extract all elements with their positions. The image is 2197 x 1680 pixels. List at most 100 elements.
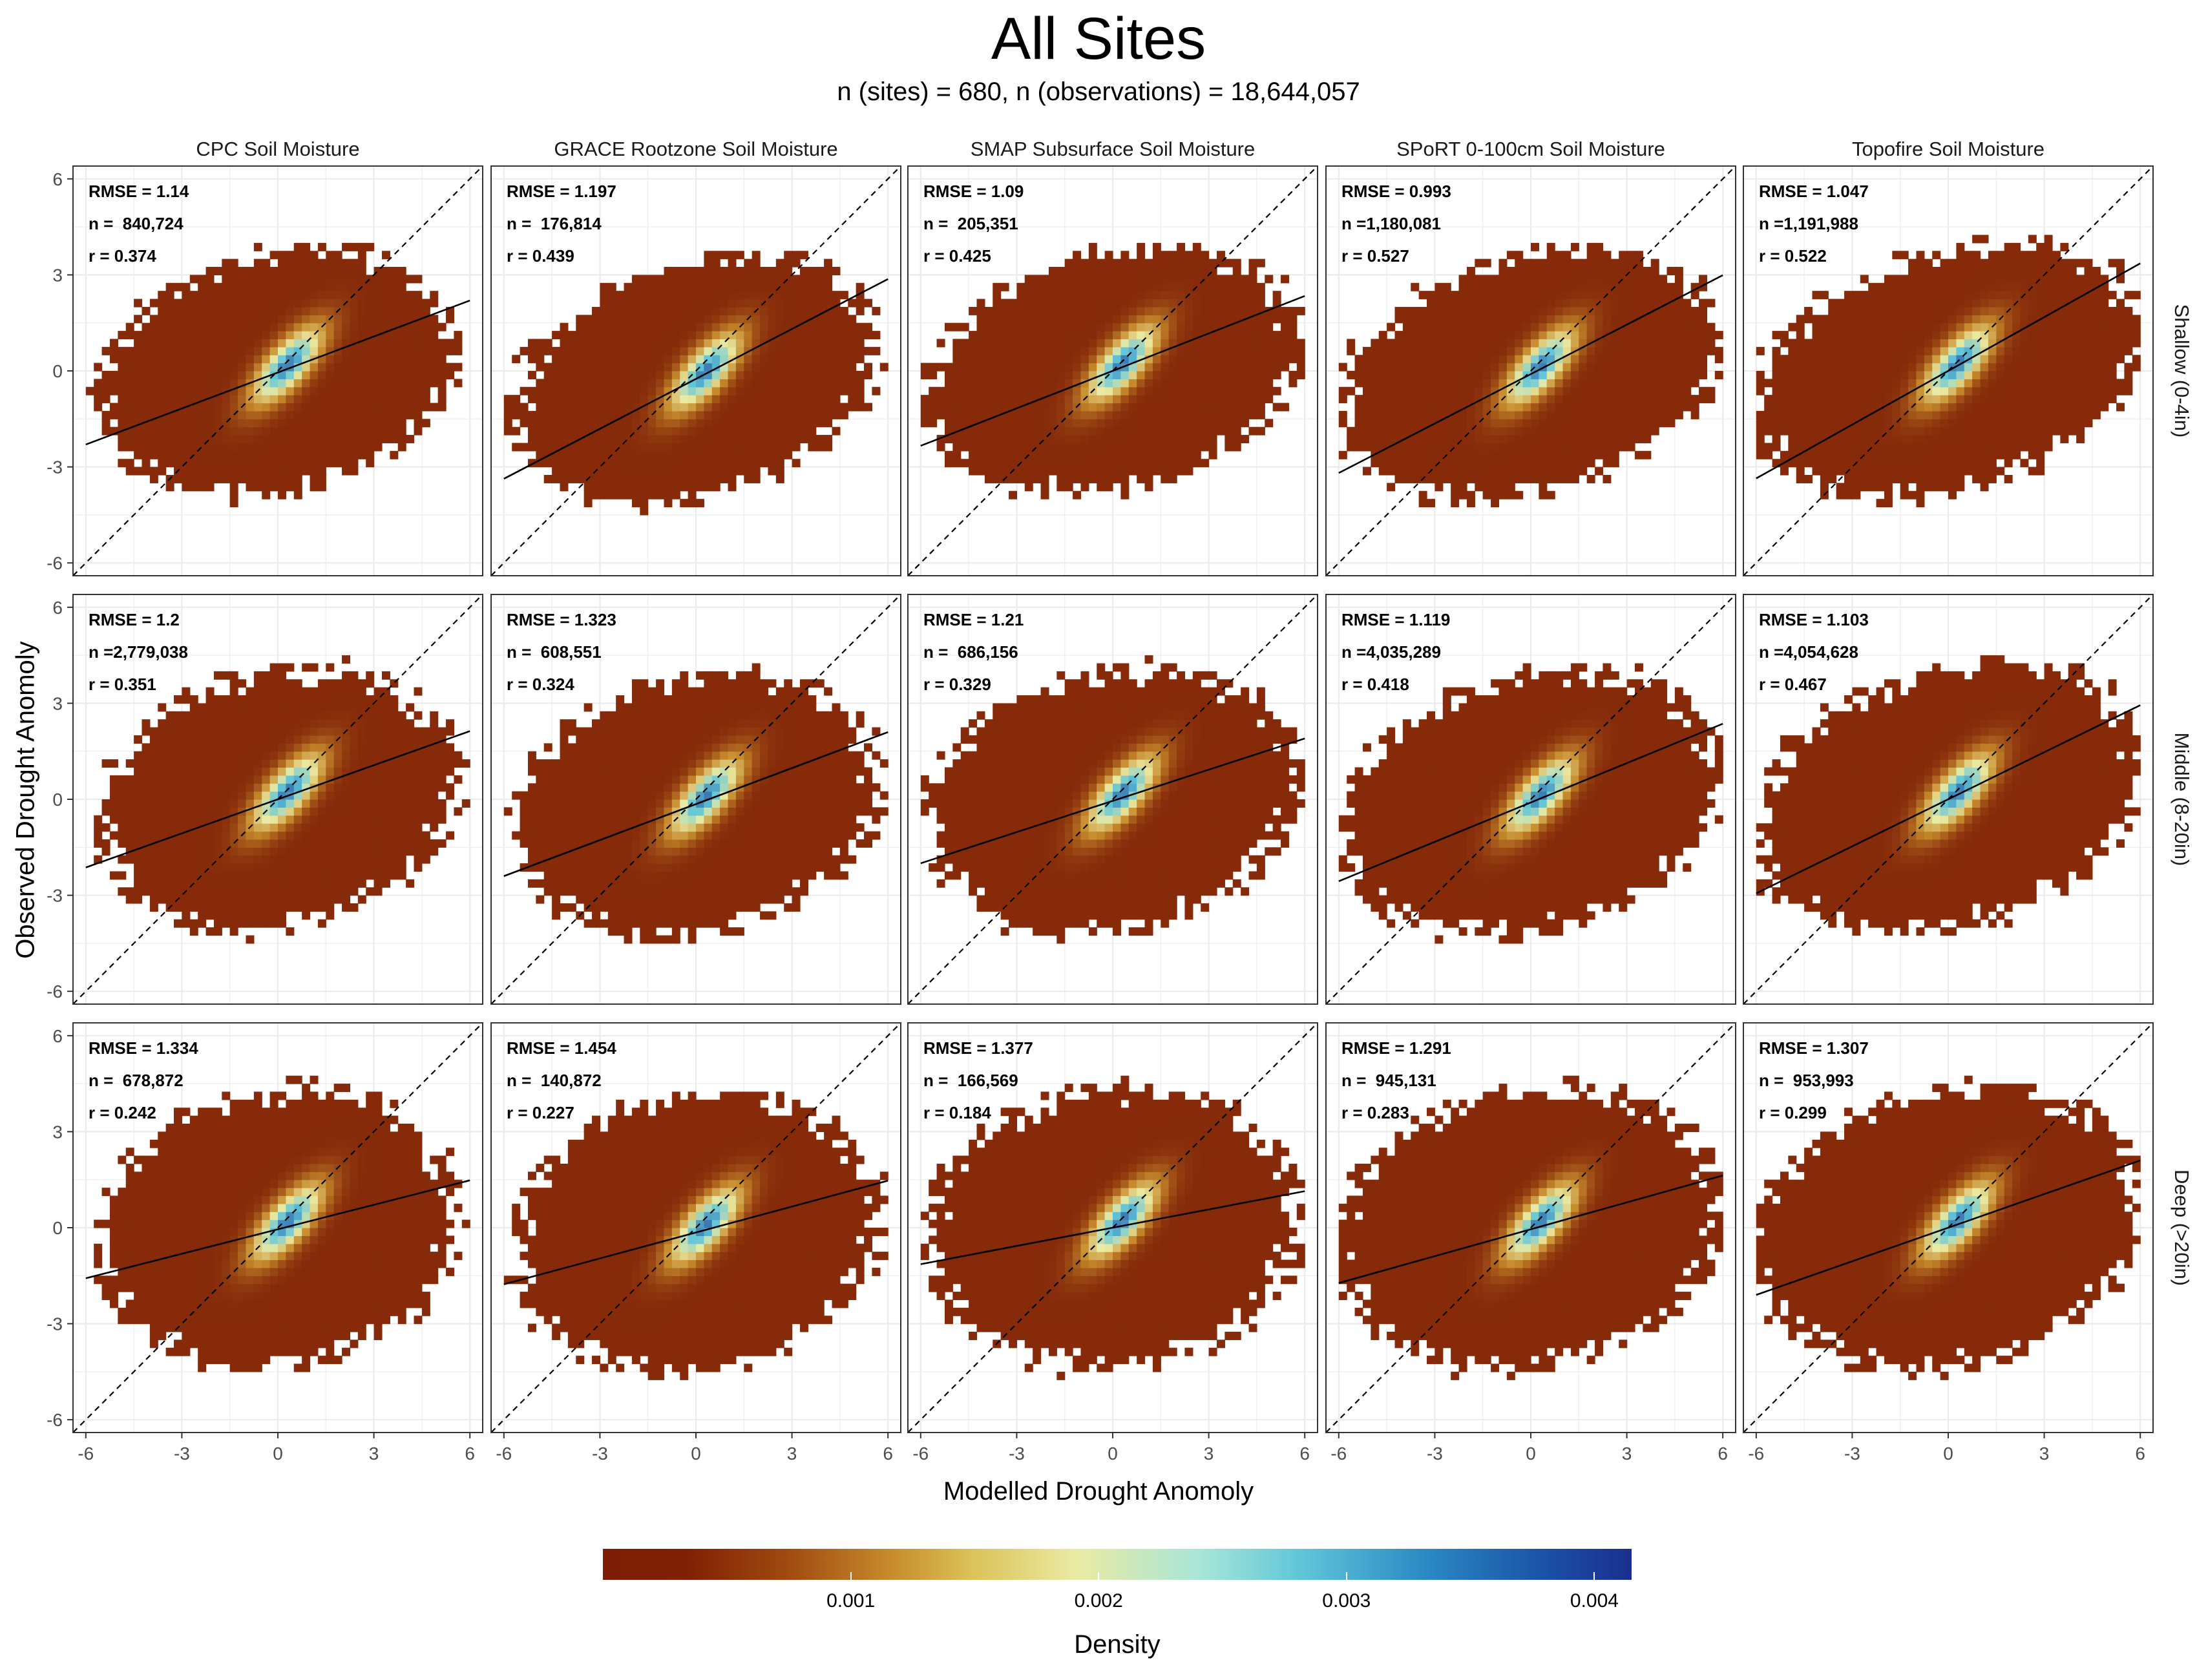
- density-cell: [808, 435, 817, 444]
- density-cell: [317, 346, 326, 355]
- density-cell: [592, 306, 601, 315]
- density-cell: [1232, 275, 1241, 284]
- density-cell: [728, 275, 737, 284]
- density-cell: [1120, 419, 1130, 428]
- density-cell: [696, 443, 704, 452]
- density-cell: [1033, 371, 1042, 379]
- density-cell: [1378, 362, 1387, 372]
- density-cell: [1016, 467, 1025, 476]
- density-cell: [775, 267, 784, 276]
- density-cell: [1128, 403, 1137, 412]
- density-cell: [1506, 291, 1515, 300]
- density-cell: [631, 467, 640, 476]
- density-cell: [1634, 371, 1643, 379]
- density-cell: [711, 331, 720, 340]
- density-cell: [792, 435, 801, 444]
- density-cell: [969, 450, 978, 459]
- density-cell: [246, 291, 255, 300]
- density-cell: [664, 474, 673, 483]
- density-cell: [165, 395, 174, 404]
- density-cell: [1595, 443, 1604, 452]
- density-cell: [366, 419, 375, 428]
- density-cell: [1152, 306, 1161, 315]
- density-cell: [631, 291, 640, 300]
- density-cell: [1208, 315, 1217, 324]
- density-cell: [1674, 331, 1683, 340]
- density-cell: [1674, 362, 1683, 372]
- density-cell: [543, 419, 552, 428]
- density-cell: [1296, 355, 1305, 364]
- density-cell: [984, 474, 993, 483]
- density-cell: [592, 490, 601, 499]
- density-cell: [1088, 419, 1097, 428]
- density-cell: [1506, 315, 1515, 324]
- density-cell: [414, 419, 423, 428]
- density-cell: [1650, 346, 1659, 355]
- density-cell: [1699, 355, 1708, 364]
- density-cell: [1168, 410, 1177, 419]
- density-cell: [1024, 386, 1033, 395]
- density-cell: [437, 379, 447, 388]
- density-cell: [1064, 403, 1073, 412]
- density-cell: [421, 395, 430, 404]
- density-cell: [664, 299, 673, 308]
- density-cell: [775, 419, 784, 428]
- density-cell: [189, 435, 198, 444]
- density-cell: [1354, 371, 1363, 379]
- density-cell: [1820, 474, 1829, 483]
- density-cell: [142, 443, 151, 452]
- density-cell: [1442, 395, 1451, 404]
- density-cell: [1088, 322, 1097, 331]
- density-cell: [286, 450, 295, 459]
- density-cell: [1844, 386, 1853, 395]
- density-cell: [1924, 410, 1933, 419]
- density-cell: [1515, 355, 1524, 364]
- density-cell: [704, 322, 713, 331]
- density-cell: [1579, 362, 1588, 372]
- density-cell: [1932, 459, 1941, 468]
- density-cell: [1836, 490, 1845, 499]
- density-cell: [1892, 275, 1901, 284]
- density-cell: [1177, 251, 1186, 260]
- density-cell: [310, 267, 319, 276]
- density-cell: [640, 410, 649, 419]
- density-cell: [1836, 306, 1845, 315]
- density-cell: [1371, 443, 1380, 452]
- panel-border: [1325, 165, 1736, 576]
- density-cell: [1354, 435, 1363, 444]
- density-cell: [1208, 395, 1217, 404]
- density-cell: [560, 339, 569, 348]
- density-cell: [792, 443, 801, 452]
- density-cell: [1281, 346, 1290, 355]
- density-cell: [704, 362, 713, 372]
- density-cell: [286, 426, 295, 436]
- density-cell: [1009, 346, 1018, 355]
- density-cell: [1860, 435, 1869, 444]
- density-cell: [253, 267, 262, 276]
- density-cell: [1900, 459, 1909, 468]
- density-cell: [342, 267, 351, 276]
- density-cell: [1024, 474, 1033, 483]
- density-cell: [624, 403, 633, 412]
- density-cell: [576, 426, 585, 436]
- density-cell: [1707, 395, 1716, 404]
- density-cell: [1418, 395, 1427, 404]
- density-cell: [222, 410, 231, 419]
- density-cell: [929, 362, 938, 372]
- density-cell: [1659, 379, 1668, 388]
- density-cell: [1201, 410, 1210, 419]
- density-cell: [134, 403, 143, 412]
- density-cell: [149, 435, 158, 444]
- density-cell: [1232, 362, 1241, 372]
- density-cell: [262, 346, 271, 355]
- density-cell: [229, 339, 238, 348]
- density-cell: [302, 306, 311, 315]
- density-cell: [1674, 410, 1683, 419]
- density-cell: [1562, 395, 1572, 404]
- density-cell: [993, 403, 1002, 412]
- density-cell: [278, 267, 286, 276]
- density-cell: [1555, 291, 1564, 300]
- density-cell: [373, 362, 383, 372]
- density-cell: [1427, 339, 1436, 348]
- density-cell: [1088, 467, 1097, 476]
